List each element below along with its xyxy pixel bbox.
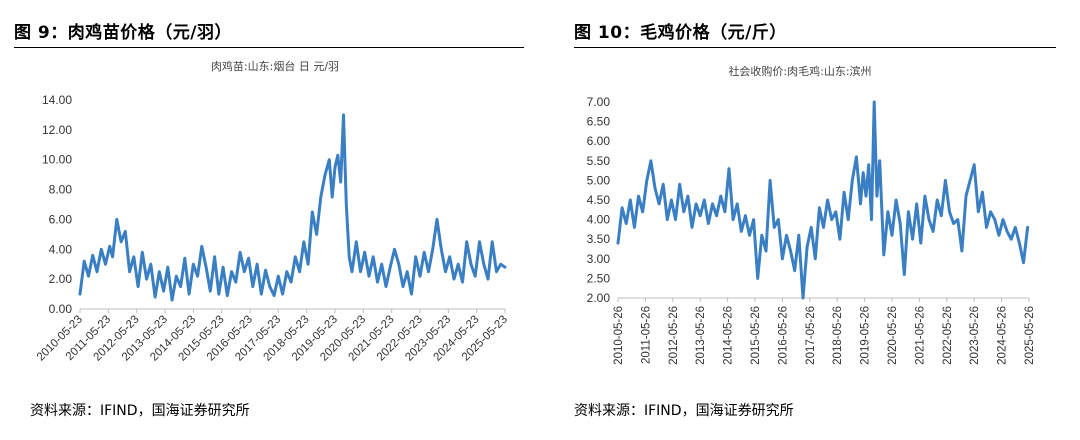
- title-rule: [14, 47, 524, 48]
- x-tick-label: 2017-05-26: [805, 306, 817, 365]
- source-note: 资料来源：IFIND，国海证券研究所: [574, 403, 794, 419]
- y-tick-label: 12.00: [42, 123, 72, 137]
- x-tick-label: 2020-05-26: [887, 306, 899, 365]
- chicken-chick-price-chart: 肉鸡苗:山东:烟台 日 元/羽 0.00 2.00 4.00 6.00 8.00 10.00…: [35, 59, 510, 364]
- figure-title: 图 10：毛鸡价格（元/斤）: [574, 23, 787, 43]
- x-tick-label: 2019-05-26: [860, 306, 872, 365]
- y-tick-label: 7.00: [587, 95, 611, 109]
- y-tick-label: 6.00: [49, 212, 73, 226]
- y-tick-label: 10.00: [42, 153, 72, 167]
- x-tick-label: 2014-05-26: [723, 306, 735, 365]
- y-tick-label: 8.00: [49, 183, 73, 197]
- x-tick-label: 2022-05-26: [942, 306, 954, 365]
- price-series-line: [78, 113, 507, 302]
- figure-title: 图 9：肉鸡苗价格（元/羽）: [14, 23, 232, 43]
- y-tick-label: 2.00: [49, 272, 73, 286]
- y-tick-label: 4.00: [587, 213, 611, 227]
- price-series-line: [616, 100, 1030, 300]
- y-tick-label: 14.00: [42, 93, 72, 107]
- x-tick-label: 2015-05-26: [750, 306, 762, 365]
- y-tick-label: 4.00: [49, 242, 73, 256]
- x-tick-label: 2021-05-26: [914, 306, 926, 365]
- y-tick-label: 3.50: [587, 232, 611, 246]
- x-tick-label: 2012-05-26: [668, 306, 680, 365]
- y-tick-label: 4.50: [587, 193, 611, 207]
- live-chicken-price-chart: 社会收购价:肉毛鸡:山东:滨州 2.00 2.50 3.00 3.50 4.00 4.50 5…: [587, 64, 1036, 365]
- figure-10-panel: 图 10：毛鸡价格（元/斤） 社会收购价:肉毛鸡:山东:滨州 2.00 2.50 3.…: [566, 0, 1066, 440]
- y-tick-label: 3.00: [587, 252, 611, 266]
- y-tick-label: 6.50: [587, 115, 611, 129]
- y-tick-label: 6.00: [587, 134, 611, 148]
- chart-title: 肉鸡苗:山东:烟台 日 元/羽: [211, 59, 339, 73]
- x-tick-label: 2023-05-26: [969, 306, 981, 365]
- x-tick-label: 2018-05-26: [832, 306, 844, 365]
- figure-9-panel: 图 9：肉鸡苗价格（元/羽） 肉鸡苗:山东:烟台 日 元/羽 0.00 2.00 4.…: [0, 0, 530, 440]
- y-tick-label: 2.00: [587, 291, 611, 305]
- title-rule: [574, 47, 1056, 48]
- chart-title: 社会收购价:肉毛鸡:山东:滨州: [728, 64, 871, 78]
- x-tick-label: 2016-05-26: [777, 306, 789, 365]
- x-tick-label: 2025-05-26: [1024, 306, 1036, 365]
- x-tick-label: 2011-05-26: [640, 306, 652, 364]
- y-tick-label: 5.00: [587, 173, 611, 187]
- source-note: 资料来源：IFIND，国海证券研究所: [30, 403, 250, 419]
- x-tick-label: 2010-05-26: [613, 306, 625, 365]
- x-tick-label: 2024-05-26: [997, 306, 1009, 365]
- y-tick-label: 5.50: [587, 154, 611, 168]
- y-tick-label: 2.50: [587, 271, 611, 285]
- y-tick-label: 0.00: [49, 302, 73, 316]
- x-tick-label: 2013-05-26: [695, 306, 707, 365]
